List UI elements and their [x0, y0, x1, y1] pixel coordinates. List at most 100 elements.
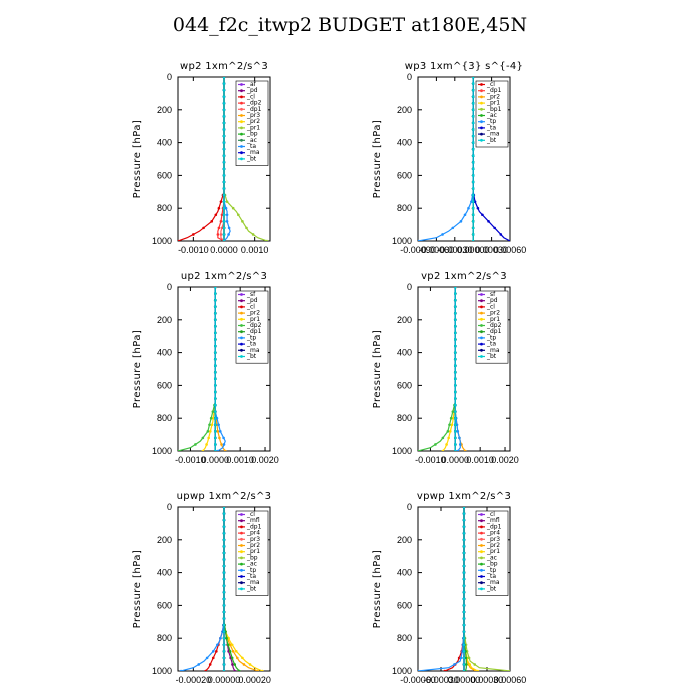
wp2-point-bt — [222, 239, 226, 241]
vp2-point-bt — [453, 397, 457, 400]
wp3-legend-label: _bp1 — [486, 106, 502, 113]
vp2-legend-label: _bt — [486, 353, 497, 360]
upwp-legend-label: _pr2 — [246, 542, 260, 549]
vpwp-point-bt — [462, 531, 466, 535]
upwp-point-pr2 — [256, 669, 260, 671]
upwp-legend-marker — [240, 513, 243, 516]
up2-ytick-label: 1000 — [152, 446, 172, 456]
vpwp-ytick-label: 400 — [397, 568, 412, 578]
upwp-point-ac — [225, 636, 228, 640]
vpwp-legend-marker — [480, 519, 483, 523]
vpwp-ytick-label: 200 — [397, 535, 412, 545]
up2-legend-marker — [240, 293, 243, 296]
up2-legend-label: _tp — [246, 334, 256, 341]
vp2-ytick-label: 0 — [407, 282, 412, 292]
vp2-legend-label: _sf — [486, 291, 496, 298]
up2-point-dp2 — [211, 410, 215, 413]
upwp-point-bt — [222, 577, 226, 581]
upwp-legend-marker — [240, 562, 243, 566]
wp2-point-bt — [222, 233, 226, 236]
wp2-point-bt — [222, 77, 226, 79]
vpwp-point-bt — [462, 604, 466, 607]
upwp-legend-label: _tp — [246, 567, 256, 574]
up2-point-dp2 — [194, 443, 197, 446]
upwp-point-bt — [222, 636, 226, 640]
up2-point-bt — [213, 416, 217, 420]
up2-point-bt — [213, 390, 217, 394]
wp3-legend-label: _ta — [486, 124, 496, 131]
vp2-point-pr1 — [441, 449, 445, 451]
vpwp-point-tp — [453, 663, 456, 666]
wp2-point-bt — [222, 141, 226, 144]
wp2-legend-label: _ta — [246, 143, 256, 150]
upwp-point-dp1 — [211, 656, 215, 660]
vp2-legend-label: _dp2 — [486, 322, 502, 329]
vp2-point-tp — [458, 443, 462, 446]
upwp-xtick-label: 0.00000 — [208, 675, 241, 685]
upwp-legend-label: _ac — [246, 561, 257, 568]
vp2-point-bt — [453, 331, 457, 335]
chart-vpwp: vpwp 1xm^2/s^3 Pressure [hPa] 0 200 400 600 80… — [372, 491, 526, 685]
vpwp-legend-marker — [480, 525, 483, 529]
upwp-legend-label: _bt — [246, 585, 257, 592]
up2-point-bt — [213, 357, 217, 361]
upwp-point-pr1 — [248, 663, 252, 666]
upwp-point-pr2 — [235, 656, 239, 660]
wp3-point-tp — [451, 226, 455, 230]
vpwp-legend-label: _cl — [486, 511, 495, 518]
wp3-point-bt — [471, 174, 475, 177]
up2-legend-label: _pr2 — [246, 310, 260, 317]
up2-point-tp — [217, 423, 220, 427]
up2-point-bt — [213, 298, 217, 302]
upwp-point-tp — [205, 656, 209, 660]
wp2-ytick-label: 600 — [157, 170, 172, 180]
vp2-point-bt — [453, 410, 457, 413]
vpwp-point-bt — [462, 597, 466, 601]
vp2-point-bt — [453, 449, 457, 451]
up2-point-bt — [213, 311, 217, 315]
wp2-legend-label: _bt — [246, 155, 257, 162]
wp2-legend-marker — [240, 89, 243, 93]
wp2-legend-label: _ac — [246, 137, 257, 144]
vp2-line-tp — [454, 287, 461, 451]
vp2-legend-marker — [480, 311, 483, 315]
wp2-legend-marker — [240, 83, 243, 86]
up2-point-bt — [213, 443, 217, 446]
upwp-point-bt — [222, 663, 226, 666]
vpwp-legend-label: _dp1 — [486, 523, 502, 530]
wp3-point-bt — [471, 213, 475, 217]
upwp-point-bt — [222, 571, 226, 574]
wp2-point-bt — [222, 160, 226, 164]
vp2-xtick-label: 0.0010 — [466, 455, 494, 465]
vpwp-point-bt — [462, 630, 466, 633]
wp3-xtick-label: 0.00060 — [494, 245, 527, 255]
wp3-point-bt — [471, 226, 475, 230]
wp3-point-bt — [471, 193, 475, 197]
wp3-line-tp — [418, 77, 474, 241]
vpwp-legend-label: _bt — [486, 585, 497, 592]
vp2-point-dp2 — [449, 416, 453, 420]
chart-upwp: upwp 1xm^2/s^3 Pressure [hPa] 0 200 400 600 80… — [132, 491, 271, 685]
vpwp-legend-label: _pr1 — [486, 548, 500, 555]
up2-point-dp2 — [201, 436, 205, 440]
vp2-point-dp2 — [418, 449, 420, 451]
wp2-point-pr1 — [241, 220, 244, 223]
vpwp-point-pr1 — [468, 663, 472, 666]
wp2-point-ta — [225, 220, 229, 223]
vpwp-point-bt — [462, 571, 466, 574]
vp2-ytick-label: 200 — [397, 315, 412, 325]
vp2-legend-marker — [480, 293, 483, 296]
wp2-point-pr1 — [237, 213, 240, 217]
up2-line-dp2 — [178, 287, 216, 451]
wp3-legend-label: _ma — [486, 131, 500, 138]
wp3-point-bt — [471, 180, 475, 184]
upwp-point-bt — [222, 597, 226, 601]
wp3-legend-marker — [480, 138, 483, 142]
vp2-point-dp2 — [451, 410, 455, 413]
upwp-point-bt — [222, 617, 226, 620]
wp3-legend-marker — [480, 114, 483, 117]
upwp-legend-label: _pr1 — [246, 548, 260, 555]
wp3-legend-label: _cl — [486, 81, 495, 88]
wp3-legend-marker — [480, 132, 483, 136]
chart-wp2: wp2 1xm^2/s^3 Pressure [hPa] 0 200 400 600 800… — [132, 61, 271, 255]
